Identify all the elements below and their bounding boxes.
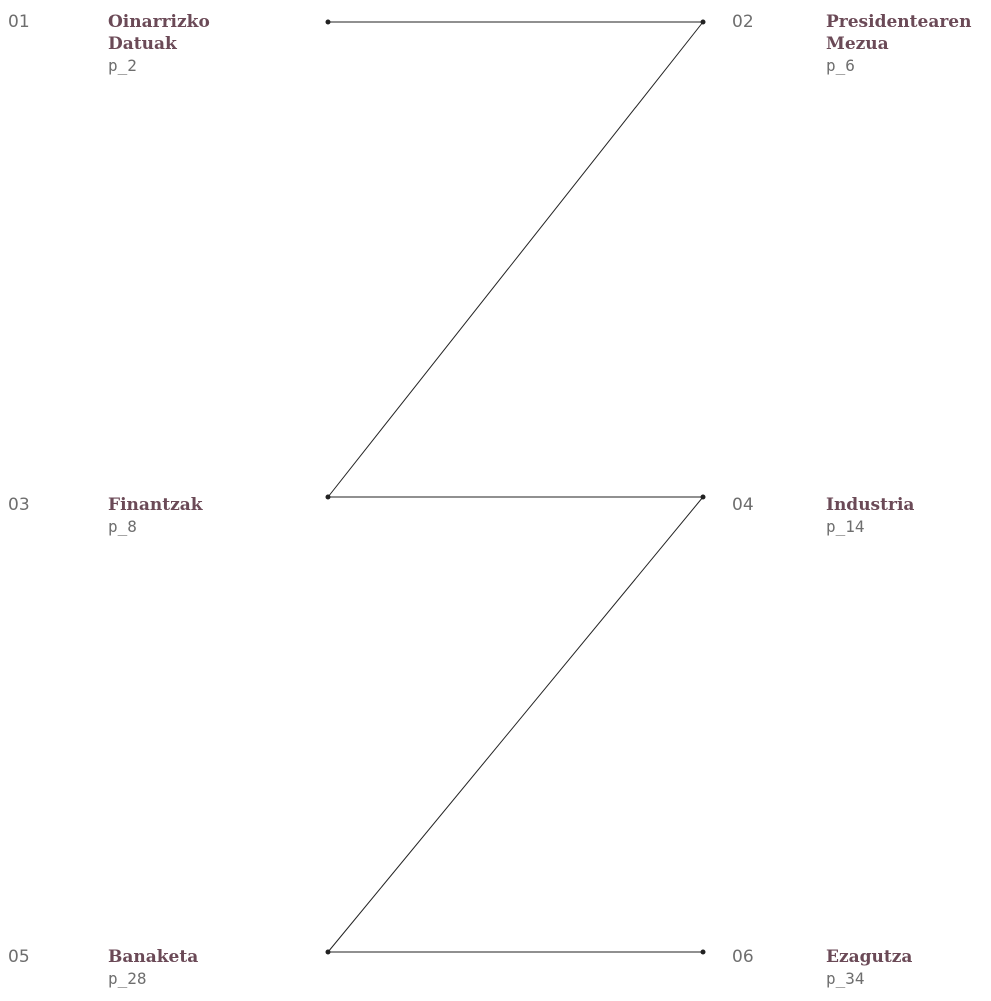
section-title[interactable]: Ezagutza: [826, 947, 913, 967]
connector-dot: [325, 949, 331, 955]
section-title[interactable]: Industria: [826, 495, 915, 515]
section-title[interactable]: Presidentearen Mezua: [826, 12, 972, 54]
toc-entry-banaketa[interactable]: Banaketa p_28: [108, 946, 198, 990]
toc-entry-presidentearen-mezua[interactable]: Presidentearen Mezua p_6: [826, 11, 971, 77]
section-number: 05: [8, 947, 30, 967]
connector-dot: [700, 494, 706, 500]
toc-entry-finantzak[interactable]: Finantzak p_8: [108, 494, 203, 538]
connector-dot: [325, 494, 331, 500]
toc-entry-industria[interactable]: Industria p_14: [826, 494, 914, 538]
page-reference: p_8: [108, 517, 137, 536]
connector-dot: [325, 19, 331, 25]
connector-dot: [700, 949, 706, 955]
connector-segment: [327, 496, 704, 953]
section-number: 04: [732, 495, 754, 515]
page-reference: p_6: [826, 56, 855, 75]
page-reference: p_34: [826, 969, 865, 988]
section-number: 02: [732, 12, 754, 32]
page-reference: p_28: [108, 969, 147, 988]
toc-entry-oinarrizko-datuak[interactable]: Oinarrizko Datuak p_2: [108, 11, 210, 77]
connector-segment: [327, 21, 704, 498]
connector-dot: [700, 19, 706, 25]
section-title[interactable]: Oinarrizko Datuak: [108, 12, 210, 54]
page-reference: p_14: [826, 517, 865, 536]
section-title[interactable]: Banaketa: [108, 947, 199, 967]
section-number: 03: [8, 495, 30, 515]
section-title[interactable]: Finantzak: [108, 495, 203, 515]
page-reference: p_2: [108, 56, 137, 75]
section-number: 06: [732, 947, 754, 967]
toc-entry-ezagutza[interactable]: Ezagutza p_34: [826, 946, 912, 990]
section-number: 01: [8, 12, 30, 32]
